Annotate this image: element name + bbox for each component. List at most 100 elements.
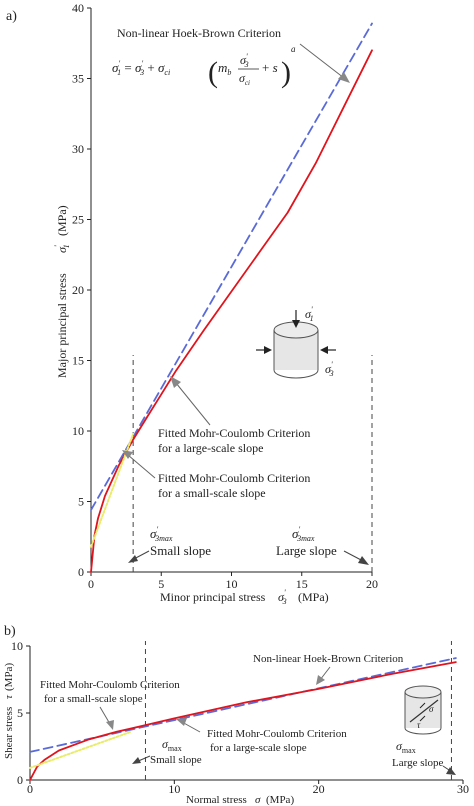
a-large-slope-leader	[343, 550, 364, 562]
b-small-sigma: σmax	[162, 737, 182, 753]
b-x-tick-label: 20	[313, 782, 325, 796]
a-y-tick-label: 0	[78, 565, 84, 579]
b-small-leader	[99, 706, 111, 725]
panel-a-label: a)	[6, 9, 17, 24]
a-x-tick-label: 20	[366, 577, 378, 591]
a-x-tick-label: 15	[296, 577, 308, 591]
a-hb-arrow	[338, 72, 350, 83]
b-xlabel-text: Normal stress	[186, 794, 247, 806]
a-large-sigma: σ' 3max	[292, 525, 315, 543]
svg-text:σ'3: σ' 3	[325, 360, 334, 378]
a-small-slope-arrow	[128, 555, 138, 563]
a-large-slope-arrow	[358, 556, 369, 565]
b-large-slope-arrow	[446, 767, 456, 775]
b-x-tick-label: 0	[27, 782, 33, 796]
b-series-solid	[29, 661, 457, 781]
svg-text:σ'1: σ' 1	[305, 305, 314, 323]
a-series-dotted	[90, 432, 135, 548]
a-small-arrow	[122, 450, 133, 459]
a-x-tick-label: 10	[226, 577, 238, 591]
a-small-label-2: for a small-scale slope	[158, 486, 266, 500]
b-large-leader	[181, 721, 201, 733]
svg-text:τ: τ	[417, 720, 421, 730]
b-y-ticks: 0 5 10	[11, 639, 30, 787]
a-small-slope: Small slope	[150, 543, 211, 558]
a-large-leader	[175, 382, 211, 426]
a-x-ticks: 0 5 10 15 20	[88, 572, 378, 591]
a-ylabel-sym: σ'1	[53, 244, 71, 253]
a-y-ticks: 0 5 10 15 20 25 30 35 40	[72, 1, 91, 579]
a-formula-num: σ' 3	[240, 52, 249, 69]
svg-text:σ: σ	[429, 704, 434, 714]
a-y-tick-label: 35	[72, 72, 84, 86]
b-ylabel-sym: τ	[3, 694, 15, 699]
b-y-tick-label: 0	[17, 773, 23, 787]
a-y-tick-label: 10	[72, 424, 84, 438]
panel-a: a) 0 5 10 15 20 0 5 10 15 20 25 30 35 40 σ' 1 = σ' 3 +…	[6, 1, 378, 606]
a-xlabel-unit: (MPa)	[298, 590, 329, 604]
a-hb-label: Non-linear Hoek-Brown Criterion	[117, 26, 281, 40]
panel-b-label: b)	[4, 624, 16, 639]
a-y-tick-label: 25	[72, 213, 84, 227]
b-large-sigma: σmax	[396, 739, 416, 755]
b-x-tick-label: 10	[168, 782, 180, 796]
a-formula-text: σ' 1 = σ' 3 + σci	[112, 59, 170, 78]
a-formula-paren-l: (	[208, 56, 218, 89]
panel-b: b) 0 10 20 30 0 5 10 Non-linear Hoek-Brown Cr…	[3, 624, 469, 806]
a-large-label-1: Fitted Mohr-Coulomb Criterion	[158, 426, 310, 440]
b-large-slope: Large slope	[392, 757, 444, 769]
b-small-label-1: Fitted Mohr-Coulomb Criterion	[40, 679, 180, 691]
a-large-arrow	[170, 376, 181, 388]
a-small-leader	[127, 454, 156, 479]
b-x-tick-label: 30	[457, 782, 469, 796]
b-y-label: Shear stress τ (MPa)	[3, 663, 15, 759]
a-xlabel-sym: σ' 3	[278, 588, 287, 606]
b-x-label: Normal stress σ (MPa)	[186, 794, 294, 806]
b-xlabel-unit: (MPa)	[266, 794, 294, 806]
b-ylabel-text: Shear stress	[3, 707, 15, 759]
a-xlabel-text: Minor principal stress	[160, 590, 266, 604]
b-series-dotted	[29, 730, 132, 769]
b-small-label-2: for a small-scale slope	[44, 693, 143, 705]
a-y-tick-label: 5	[78, 495, 84, 509]
b-hb-arrow	[316, 675, 325, 685]
b-small-slope-arrow	[132, 757, 141, 764]
b-y-tick-label: 10	[11, 639, 23, 653]
a-formula: σ' 1 = σ' 3 + σci ( mb σ' 3 σci + s ) a	[112, 44, 296, 89]
a-y-tick-label: 30	[72, 142, 84, 156]
a-specimen-icon: σ' 1 σ' 3	[256, 305, 336, 379]
a-x-tick-label: 0	[88, 577, 94, 591]
a-hb-leader	[299, 43, 345, 79]
b-x-ticks: 0 10 20 30	[27, 780, 469, 796]
a-formula-plus: + s	[262, 60, 278, 75]
b-large-label-1: Fitted Mohr-Coulomb Criterion	[207, 728, 347, 740]
a-large-label-2: for a large-scale slope	[158, 441, 263, 455]
a-series-dashed	[90, 22, 373, 511]
a-y-tick-label: 40	[72, 1, 84, 15]
a-formula-den: σci	[239, 71, 250, 87]
a-formula-exp: a	[291, 44, 296, 54]
b-small-slope: Small slope	[150, 754, 202, 766]
b-hb-label: Non-linear Hoek-Brown Criterion	[253, 653, 404, 665]
a-x-label: Minor principal stress σ' 3 (MPa)	[160, 588, 329, 606]
a-y-tick-label: 15	[72, 354, 84, 368]
b-large-label-2: for a large-scale slope	[210, 742, 307, 754]
a-ylabel-unit: (MPa)	[55, 205, 69, 236]
b-xlabel-sym: σ	[255, 794, 261, 806]
a-marker-lines	[132, 355, 373, 572]
b-y-tick-label: 5	[17, 706, 23, 720]
a-series-solid	[90, 49, 373, 573]
a-large-slope: Large slope	[276, 543, 337, 558]
a-formula-mb: mb	[218, 60, 231, 77]
a-x-tick-label: 5	[158, 577, 164, 591]
b-small-arrow	[106, 720, 114, 730]
b-ylabel-unit: (MPa)	[3, 663, 15, 691]
a-small-sigma: σ' 3max	[150, 525, 173, 543]
a-y-tick-label: 20	[72, 283, 84, 297]
a-small-label-1: Fitted Mohr-Coulomb Criterion	[158, 471, 310, 485]
b-series-group	[29, 657, 457, 781]
a-y-label: Major principal stress σ'1 (MPa)	[53, 205, 71, 378]
b-large-arrow	[176, 718, 187, 726]
b-specimen-icon: σ τ	[404, 685, 442, 735]
